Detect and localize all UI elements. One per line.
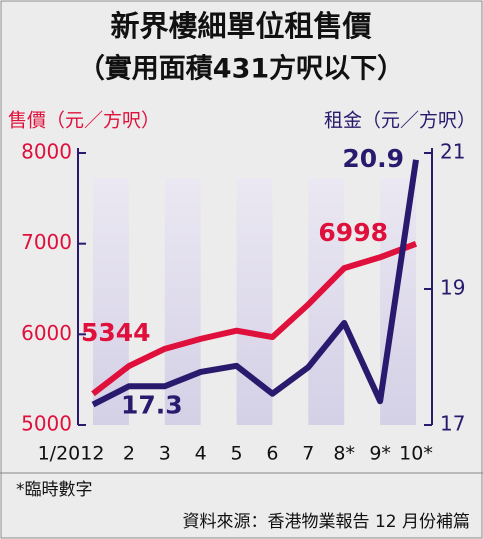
y2-axis-label: 租金（元／方呎） [324,110,476,132]
x-tick-label: 6 [266,443,278,465]
chart-subtitle: （實用面積431方呎以下） [78,53,404,85]
x-tick-label: 8* [333,443,355,465]
value-label: 6998 [318,218,388,247]
y2-tick-label: 21 [440,140,465,164]
y2-tick-label: 17 [440,412,465,436]
chart-title: 新界樓細單位租售價 [110,9,372,43]
series-line [91,241,418,397]
x-tick-label: 1/2012 [38,443,105,465]
x-tick-label: 5 [231,443,243,465]
x-tick-label: 9* [369,443,391,465]
y-tick-label: 6000 [21,321,72,345]
value-label: 17.3 [121,391,183,420]
series-line [91,159,419,408]
x-tick-label: 4 [195,443,207,465]
source-note: 資料來源：香港物業報告 12 月份補篇 [183,512,470,532]
x-tick-label: 2 [123,443,135,465]
background-stripe [93,178,129,425]
y-tick-label: 5000 [21,412,72,436]
background-stripe [164,178,201,425]
y-tick-label: 8000 [21,140,72,164]
y2-tick-label: 19 [440,276,465,300]
y-axis-label: 售價（元／方呎） [8,110,160,132]
y-tick-label: 7000 [21,230,72,254]
background-stripe [236,178,273,425]
value-label: 20.9 [342,144,404,173]
value-label: 5344 [81,318,151,347]
footnote: *臨時數字 [16,480,93,500]
x-tick-label: 7 [302,443,314,465]
x-tick-label: 3 [159,443,171,465]
x-tick-label: 10* [399,443,433,465]
